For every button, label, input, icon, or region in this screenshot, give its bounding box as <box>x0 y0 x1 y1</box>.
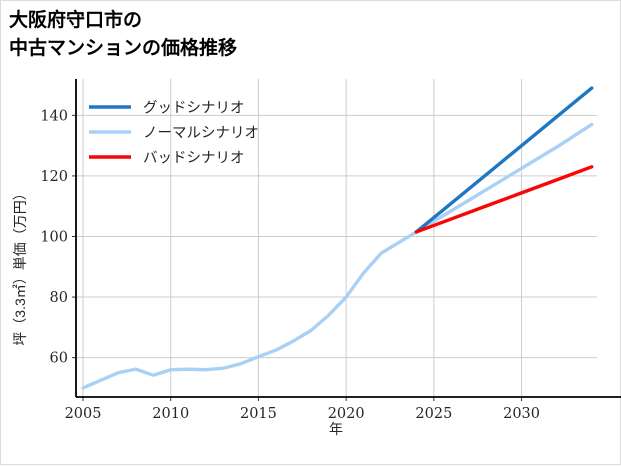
x-tick-label: 2020 <box>328 406 365 422</box>
chart-title: 大阪府守口市の 中古マンションの価格推移 <box>9 7 237 62</box>
legend-label: グッドシナリオ <box>143 100 245 117</box>
series-line <box>414 86 594 234</box>
series-line <box>81 122 594 390</box>
y-tick-label: 140 <box>40 108 68 124</box>
x-tick-label: 2010 <box>152 406 189 422</box>
y-tick-label: 100 <box>40 229 68 245</box>
x-tick-label: 2025 <box>415 406 452 422</box>
y-axis-title: 坪（3.3㎡）単価（万円） <box>12 186 28 345</box>
legend-label: ノーマルシナリオ <box>143 126 259 142</box>
axis-spines-group <box>75 79 621 398</box>
chart-title-line-2: 中古マンションの価格推移 <box>9 37 238 59</box>
chart-title-line-1: 大阪府守口市の <box>9 10 143 31</box>
x-tick-label: 2030 <box>503 406 540 422</box>
data-series-group <box>81 86 594 390</box>
y-tick-label: 120 <box>40 169 68 185</box>
series-line <box>414 165 594 234</box>
x-tick-labels-group: 2005 2010 2015 2020 2025 2030 <box>65 406 540 422</box>
y-tick-label: 60 <box>50 351 68 367</box>
legend-label: バッドシナリオ <box>143 151 245 167</box>
x-axis-title: 年 <box>329 421 343 437</box>
x-tick-label: 2005 <box>65 406 102 422</box>
y-tick-labels-group: 60 80 100 120 140 <box>40 108 68 366</box>
y-tick-label: 80 <box>50 290 68 306</box>
x-tick-label: 2015 <box>240 406 277 422</box>
